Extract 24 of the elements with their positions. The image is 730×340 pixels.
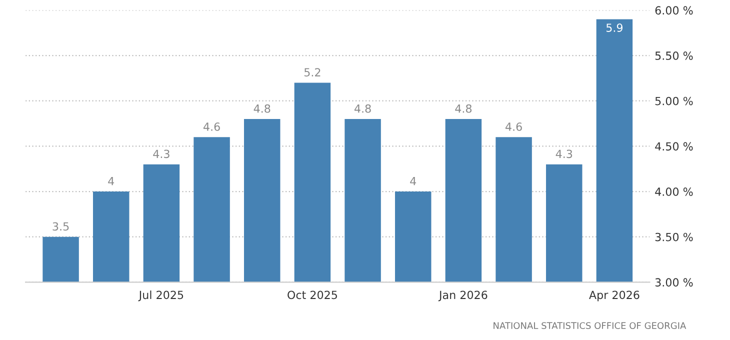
data-label: 4.6 [203,122,220,131]
x-tick-label: Oct 2025 [288,290,337,300]
data-label: 3.5 [52,222,69,231]
data-label: 4.8 [455,104,472,113]
data-label: 4.8 [254,104,270,113]
data-label: 4.3 [153,150,170,158]
x-tick-label: Jul 2025 [138,290,184,302]
y-tick-label: 4.00 % [655,188,693,196]
data-label: 5.9 [606,24,623,32]
y-tick-label: 6.00 % [655,6,693,15]
data-label: 4 [108,177,114,186]
text: NATIONAL STATISTICS OFFICE OF GEORGIA [494,322,686,330]
x-tick-label: Apr 2026 [589,290,640,302]
y-tick-label: 3.00 % [655,278,693,287]
data-label: 4 [410,177,416,186]
y-tick-label: 5.50 % [655,52,693,60]
data-label: 4.3 [556,150,572,158]
y-tick-label: 4.50 % [655,142,693,151]
x-tick-label: Jan 2026 [438,290,488,302]
y-tick-label: 5.00 % [655,96,693,106]
data-label: 4.8 [354,104,371,113]
data-label: 5.2 [304,68,320,76]
y-tick-label: 3.50 % [655,232,693,242]
data-label: 4.6 [506,122,522,131]
